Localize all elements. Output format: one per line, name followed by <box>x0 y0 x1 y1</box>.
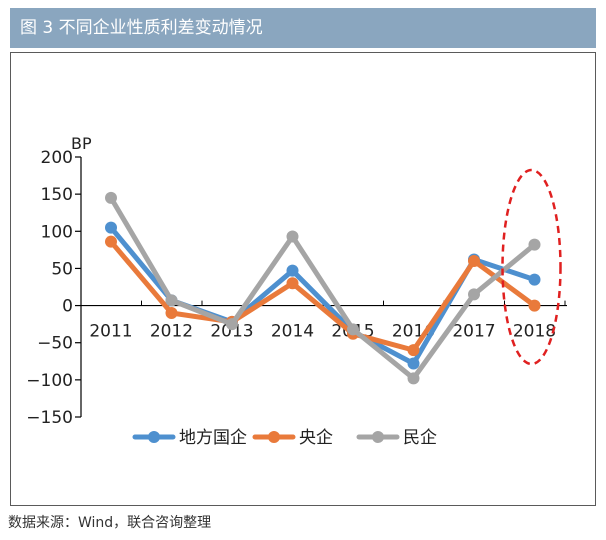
data-point-2-2011 <box>105 191 117 204</box>
chart-highlight <box>501 168 562 366</box>
data-point-2-2017 <box>468 288 480 301</box>
x-tick-label: 2013 <box>210 322 253 342</box>
y-tick-label: 0 <box>62 297 73 317</box>
figure-title: 图 3 不同企业性质利差变动情况 <box>10 8 596 48</box>
x-tick-label: 2017 <box>452 322 495 342</box>
legend-swatch-marker <box>372 431 384 443</box>
y-tick-label: 200 <box>41 148 73 168</box>
chart-frame: 200 150 100 50 0 −50 −100 −150 BP 2011 2012 2013 201… <box>10 52 596 506</box>
data-point-1-2016 <box>407 344 420 357</box>
legend-label: 央企 <box>299 428 333 448</box>
legend-label: 民企 <box>403 428 437 448</box>
x-tick-label: 2018 <box>513 322 556 342</box>
data-point-1-2014 <box>286 277 299 290</box>
y-tick-label: −100 <box>26 371 73 391</box>
source-note: 数据来源：Wind，联合咨询整理 <box>8 515 212 531</box>
y-axis-label: BP <box>71 134 92 153</box>
y-tick-label: −50 <box>37 334 73 354</box>
legend-swatch-marker <box>268 431 280 443</box>
data-point-2-2016 <box>407 372 420 385</box>
y-tick-label: −150 <box>26 408 73 428</box>
data-point-0-2016 <box>407 357 420 370</box>
x-tick-label: 2012 <box>150 322 193 342</box>
y-tick-label: 100 <box>41 222 73 242</box>
y-tick-label: 150 <box>41 185 73 205</box>
data-point-0-2014 <box>286 264 299 277</box>
y-tick-label: 50 <box>51 259 73 279</box>
data-point-2-2018 <box>528 238 541 251</box>
x-tick-label: 2014 <box>271 322 314 342</box>
data-point-2-2014 <box>286 230 299 243</box>
legend-label: 地方国企 <box>179 428 247 448</box>
x-tick-label: 2011 <box>89 322 132 342</box>
data-point-1-2011 <box>105 235 117 248</box>
series-line-2 <box>108 195 537 381</box>
chart-legend: 地方国企 央企 民企 <box>132 428 437 448</box>
data-point-1-2012 <box>165 307 178 319</box>
highlight-ellipse-2018 <box>501 168 562 366</box>
legend-swatch-marker <box>148 431 160 443</box>
chart-series <box>105 191 541 385</box>
data-point-0-2018 <box>528 273 541 286</box>
data-point-0-2011 <box>105 221 117 234</box>
line-chart: 200 150 100 50 0 −50 −100 −150 BP 2011 2012 2013 201… <box>26 134 567 448</box>
data-point-1-2017 <box>468 255 480 267</box>
data-point-2-2012 <box>165 294 178 307</box>
data-point-1-2018 <box>528 299 541 312</box>
data-point-2-2013 <box>226 318 238 331</box>
data-point-2-2015 <box>347 323 359 336</box>
series-line-1 <box>108 239 537 353</box>
